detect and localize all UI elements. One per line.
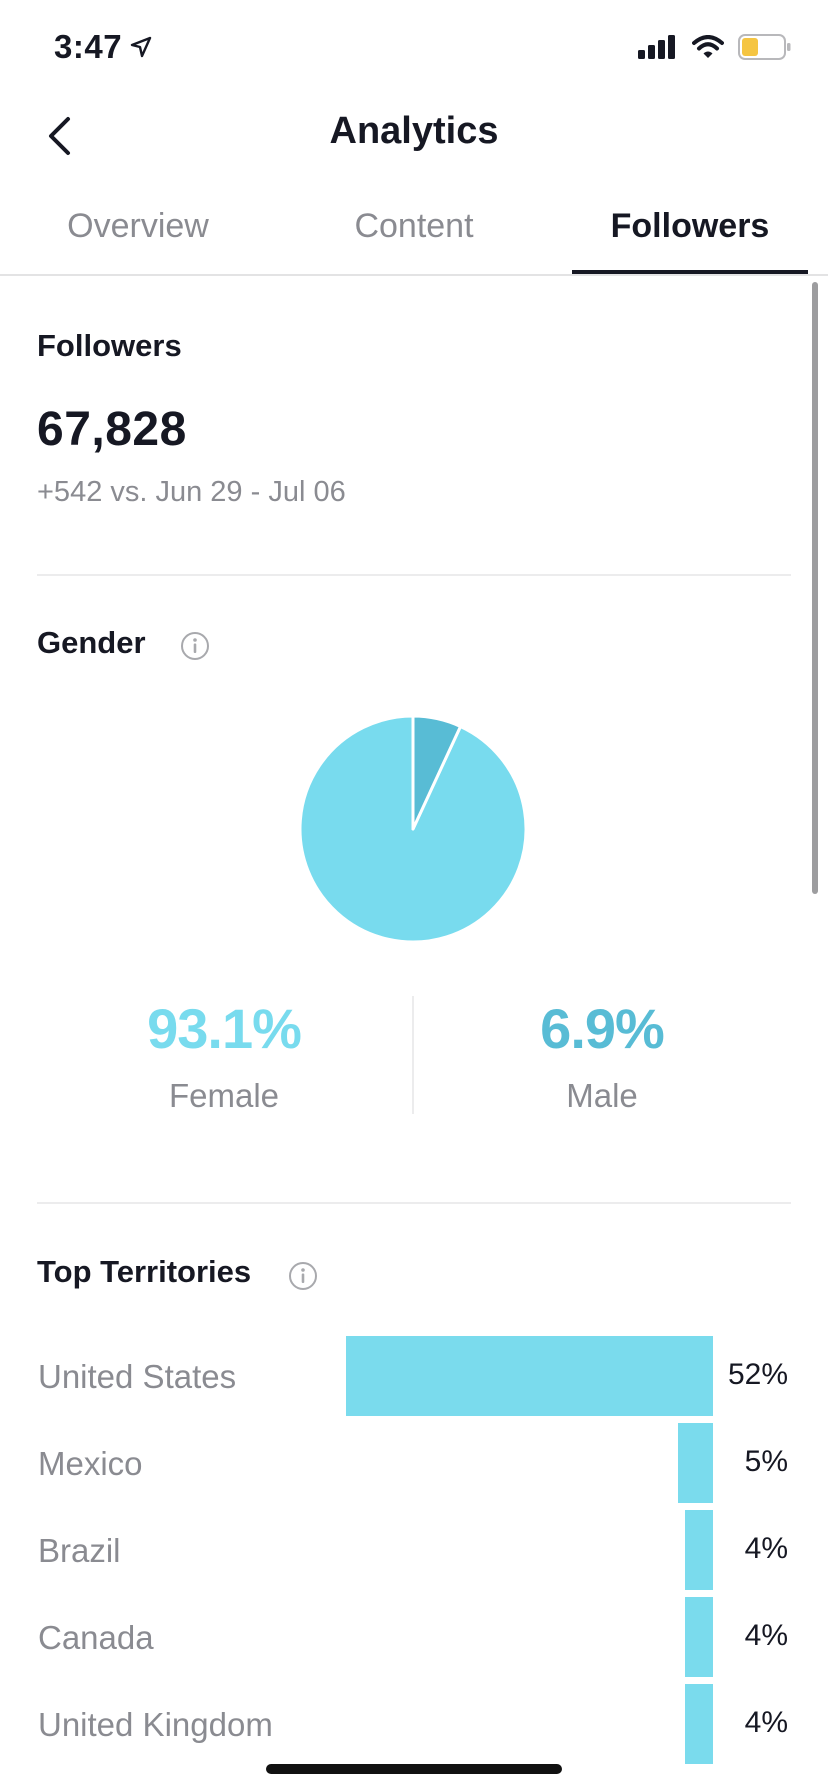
territory-row: Mexico 5% — [0, 1423, 828, 1503]
female-label: Female — [168, 1077, 280, 1114]
pie-slice-male — [411, 714, 462, 831]
male-percent: 6.9% — [540, 997, 665, 1060]
status-bar: 3:47 — [0, 0, 828, 96]
info-icon[interactable] — [180, 631, 210, 661]
gender-section-title: Gender — [37, 625, 146, 660]
followers-section-title: Followers — [37, 328, 182, 363]
territory-percent: 4% — [744, 1532, 788, 1565]
cellular-signal-icon — [638, 35, 675, 59]
info-icon[interactable] — [288, 1261, 318, 1291]
home-indicator — [266, 1764, 562, 1774]
territory-row: United States 52% — [0, 1336, 828, 1416]
female-stat: 93.1% Female — [74, 996, 374, 1115]
territory-percent: 52% — [727, 1358, 788, 1391]
territory-bar — [684, 1684, 713, 1764]
territory-percent: 4% — [744, 1619, 788, 1652]
territory-row: Canada 4% — [0, 1597, 828, 1677]
location-arrow-icon — [130, 36, 152, 58]
divider — [37, 1202, 791, 1204]
territory-row: United Kingdom 4% — [0, 1684, 828, 1764]
male-label: Male — [566, 1077, 638, 1114]
territory-bar — [346, 1336, 713, 1416]
chevron-left-icon — [49, 117, 70, 155]
tab-bar: Overview Content Followers — [0, 196, 828, 276]
territory-percent: 4% — [744, 1706, 788, 1739]
header: Analytics — [0, 96, 828, 176]
territories-section-title: Top Territories — [37, 1254, 252, 1289]
status-time: 3:47 — [54, 28, 123, 65]
tab-overview[interactable]: Overview — [67, 207, 209, 245]
female-percent: 93.1% — [147, 997, 302, 1060]
territory-name: Brazil — [38, 1532, 121, 1569]
status-indicators — [638, 34, 792, 60]
status-time-group: 3:47 — [54, 28, 152, 66]
scrollbar[interactable] — [812, 282, 818, 894]
territory-name: United Kingdom — [38, 1706, 273, 1743]
followers-delta: +542 vs. Jun 29 - Jul 06 — [37, 476, 346, 508]
tab-followers[interactable]: Followers — [610, 207, 770, 245]
territory-bar — [684, 1597, 713, 1677]
tab-content[interactable]: Content — [354, 207, 474, 245]
territory-name: Mexico — [38, 1445, 143, 1482]
gender-stat-separator — [412, 996, 414, 1114]
back-button[interactable] — [34, 110, 84, 162]
followers-count: 67,828 — [37, 403, 187, 456]
territory-name: United States — [38, 1358, 237, 1395]
territory-name: Canada — [38, 1619, 154, 1656]
divider — [37, 574, 791, 576]
male-stat: 6.9% Male — [452, 996, 752, 1115]
territory-percent: 5% — [744, 1445, 788, 1478]
page-title: Analytics — [329, 110, 499, 152]
wifi-icon — [692, 35, 724, 58]
territory-row: Brazil 4% — [0, 1510, 828, 1590]
territory-bar — [684, 1510, 713, 1590]
gender-pie-chart — [298, 714, 528, 944]
territory-bar — [677, 1423, 713, 1503]
active-tab-indicator — [572, 270, 808, 274]
battery-icon — [738, 34, 791, 60]
